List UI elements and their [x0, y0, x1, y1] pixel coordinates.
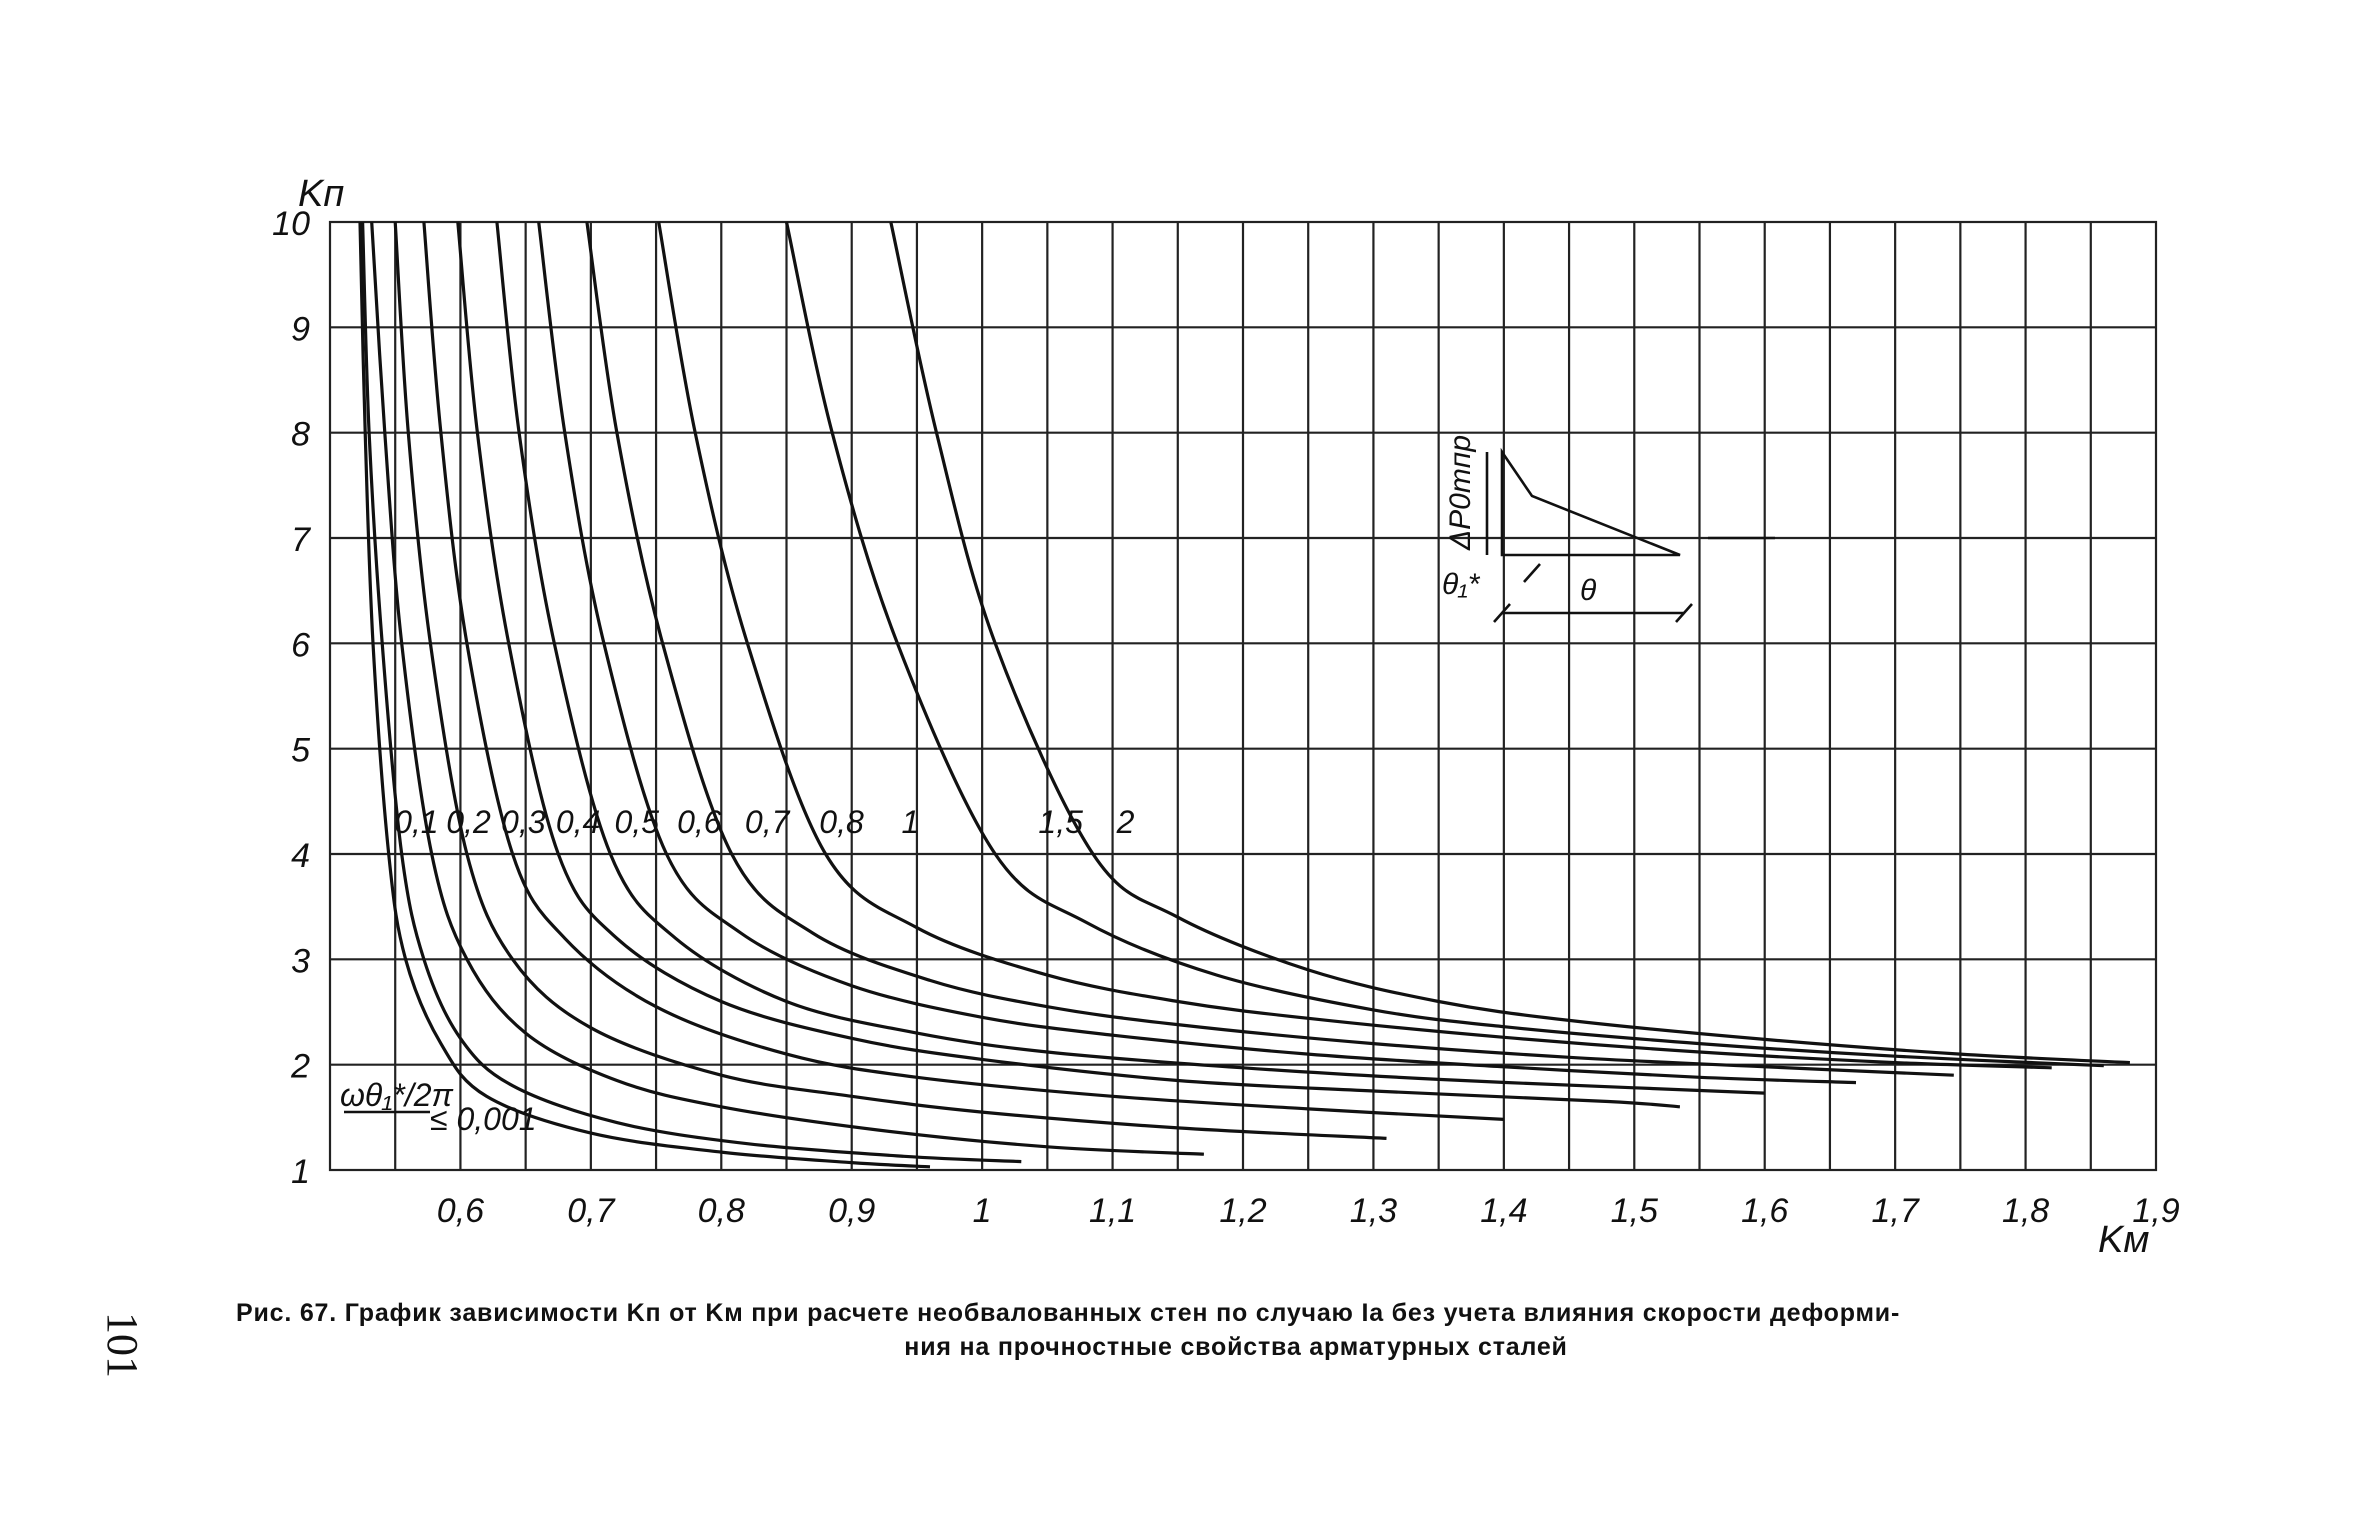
x-tick-label: 0,9 — [828, 1192, 875, 1230]
curve-label: 0,3 — [501, 804, 546, 840]
curves — [358, 221, 2130, 1169]
curve-label: 0,6 — [677, 804, 722, 840]
x-tick-label: 1,5 — [1611, 1192, 1658, 1230]
caption-line-2: ния на прочностные свойства арматурных с… — [904, 1333, 1568, 1361]
x-tick-label: 0,6 — [437, 1192, 484, 1230]
caption-line-1: Рис. 67. График зависимости Kп от Kм при… — [236, 1299, 1901, 1327]
series-line — [657, 221, 2052, 1070]
series-line — [889, 221, 2130, 1065]
curve-labels: 0,1 0,2 0,3 0,4 0,5 0,6 0,7 0,8 1 1,5 2 — [394, 804, 1135, 840]
x-tick-label: 1,2 — [1219, 1192, 1266, 1230]
curve-label: 0,5 — [615, 804, 660, 840]
y-tick-labels: 1 2 3 4 5 6 7 8 9 10 — [272, 205, 311, 1191]
curve-label: 1,5 — [1038, 804, 1083, 840]
inset-theta-tick-right — [1675, 603, 1693, 623]
y-tick-label: 10 — [272, 205, 310, 243]
series-line — [370, 221, 1204, 1156]
y-tick-label: 6 — [291, 626, 310, 664]
grid — [328, 220, 2158, 1172]
curve-label: 0,4 — [556, 804, 600, 840]
series-line — [358, 221, 931, 1169]
y-tick-label: 4 — [291, 837, 310, 875]
series-line — [585, 221, 1954, 1077]
y-tick-label: 3 — [291, 942, 310, 980]
curve-label: 0,8 — [819, 804, 864, 840]
x-tick-label: 1,9 — [2132, 1192, 2179, 1230]
series-line — [393, 221, 1387, 1140]
figure-caption: Рис. 67. График зависимости Kп от Kм при… — [236, 1296, 2236, 1364]
x-tick-label: 1 — [973, 1192, 992, 1230]
x-tick-label: 1,1 — [1089, 1192, 1136, 1230]
x-tick-label: 1,3 — [1350, 1192, 1397, 1230]
inset-profile — [1500, 447, 1681, 557]
parameter-legend: ωθ₁*/2π ≤ 0,001 — [340, 1077, 537, 1137]
inset-theta-label: θ — [1580, 574, 1597, 607]
x-tick-label: 0,7 — [567, 1192, 615, 1230]
curve-label: 0,2 — [446, 804, 491, 840]
inset-theta-tick-left — [1493, 603, 1511, 623]
curve-label: 0,1 — [394, 804, 438, 840]
y-tick-label: 2 — [290, 1048, 310, 1086]
series-line — [422, 221, 1504, 1121]
parameter-first-value: ≤ 0,001 — [430, 1101, 537, 1137]
x-tick-label: 1,6 — [1741, 1192, 1788, 1230]
y-tick-label: 9 — [291, 310, 310, 348]
series-line — [456, 221, 1681, 1109]
inset-theta1-tick — [1523, 563, 1541, 583]
x-tick-label: 1,4 — [1480, 1192, 1527, 1230]
parameter-fraction-label: ωθ₁*/2π — [340, 1077, 454, 1113]
x-tick-label: 1,7 — [1872, 1192, 1920, 1230]
series-line — [495, 221, 1765, 1095]
y-axis-label: Kп — [298, 173, 344, 215]
series-line — [784, 221, 2104, 1068]
x-tick-labels: 0,6 0,7 0,8 0,9 1 1,1 1,2 1,3 1,4 1,5 1,6 1,7 1,8 1,9 — [437, 1192, 2180, 1230]
page-number: 101 — [98, 1312, 147, 1378]
curve-label: 1 — [901, 804, 919, 840]
series-line — [361, 221, 1022, 1164]
x-tick-label: 1,8 — [2002, 1192, 2049, 1230]
y-tick-label: 5 — [291, 732, 310, 770]
y-tick-label: 1 — [291, 1153, 310, 1191]
y-tick-label: 7 — [291, 521, 311, 559]
x-axis-label: Kм — [2098, 1219, 2149, 1261]
curve-label: 2 — [1116, 804, 1135, 840]
series-line — [537, 221, 1857, 1085]
inset-diagram: ΔP0тпр θ₁* θ — [1442, 435, 1775, 623]
inset-ylabel: ΔP0тпр — [1444, 435, 1477, 551]
y-tick-label: 8 — [291, 416, 310, 454]
x-tick-label: 0,8 — [698, 1192, 745, 1230]
curve-label: 0,7 — [745, 804, 791, 840]
inset-theta1-label: θ₁* — [1442, 568, 1481, 601]
